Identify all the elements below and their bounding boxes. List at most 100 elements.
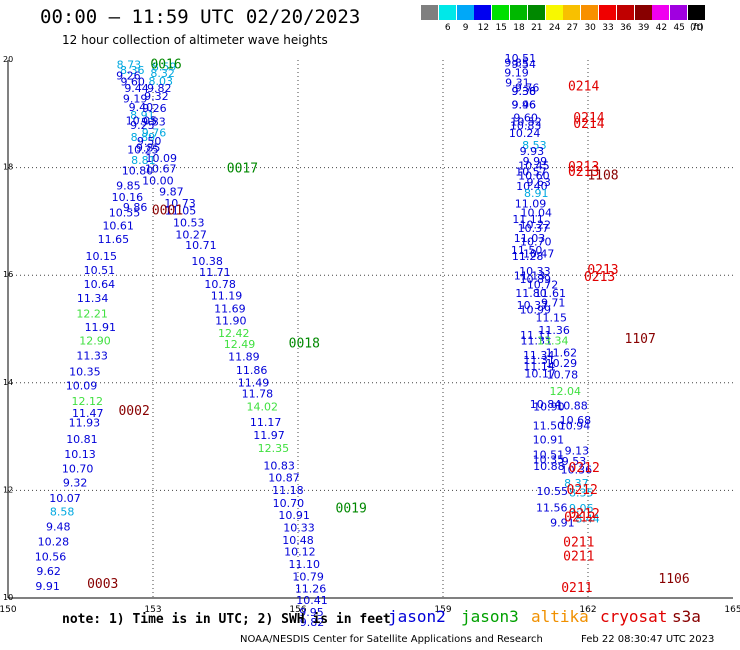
wave-height-label: 14.02	[246, 400, 278, 413]
wave-height-label: 9.82	[300, 616, 325, 629]
wave-height-label: 10.83	[263, 460, 295, 473]
y-tick-label: 16	[3, 270, 13, 279]
wave-height-label: 8.81	[131, 154, 156, 167]
wave-height-label: 8.32	[150, 67, 175, 80]
wave-height-label: 8.37	[564, 477, 589, 490]
wave-height-label: 11.89	[228, 350, 260, 363]
satellite-s3a: s3a	[672, 607, 701, 626]
legend-tick-label: 39	[637, 23, 650, 33]
wave-height-label: 11.91	[85, 321, 117, 334]
x-tick-label: 156	[289, 605, 306, 615]
legend-swatch	[545, 5, 563, 20]
legend-tick-label: 6	[444, 23, 451, 33]
wave-height-label: 10.88	[533, 460, 565, 473]
wave-height-label: 9.76	[515, 81, 540, 94]
wave-height-label: 10.41	[296, 594, 328, 607]
pass-time-label: 1108	[587, 169, 618, 184]
y-tick-label: 18	[3, 163, 13, 172]
legend-tick-label: 12	[477, 23, 490, 33]
pass-time-label: 0214	[568, 79, 599, 94]
wave-height-label: 11.62	[546, 347, 578, 360]
legend-swatch	[421, 5, 438, 20]
wave-height-label: 9.86	[123, 201, 148, 214]
wave-height-label: 9.19	[504, 66, 529, 79]
legend-swatch	[563, 5, 581, 20]
legend-swatch	[456, 5, 474, 20]
wave-height-label: 8.53	[522, 139, 547, 152]
y-tick-label: 10	[3, 593, 13, 602]
pass-time-label: 0214	[573, 117, 604, 132]
legend-swatch	[527, 5, 545, 20]
wave-height-label: 9.76	[142, 127, 167, 140]
pass-time-label: 1106	[658, 572, 689, 587]
wave-height-label: 11.18	[272, 484, 304, 497]
wave-height-label: 11.34	[77, 292, 109, 305]
wave-height-label: 10.55	[109, 206, 141, 219]
wave-height-label: 9.62	[36, 565, 61, 578]
wave-height-label: 11.86	[236, 364, 268, 377]
wave-height-label: 9.71	[541, 297, 566, 310]
wave-height-label: 10.81	[66, 433, 98, 446]
wave-height-label: 10.09	[145, 152, 177, 165]
wave-height-label: 11.11	[520, 329, 552, 342]
wave-height-label: 9.13	[565, 445, 590, 458]
pass-time-label: 0213	[584, 270, 615, 285]
wave-height-label: 10.33	[519, 265, 551, 278]
wave-height-label: 10.64	[84, 278, 116, 291]
wave-height-label: 10.51	[84, 264, 116, 277]
wave-height-label: 10.71	[185, 239, 217, 252]
wave-height-label: 11.09	[515, 198, 547, 211]
wave-height-label: 10.79	[292, 570, 324, 583]
x-tick-label: 159	[434, 605, 451, 615]
wave-height-label: 9.95	[299, 606, 324, 619]
wave-height-label: 8.59	[152, 60, 177, 73]
wave-height-label: 10.22	[520, 219, 552, 232]
wave-height-label: 10.83	[510, 120, 542, 133]
wave-height-label: 11.10	[289, 558, 321, 571]
wave-height-label: 9.99	[523, 155, 548, 168]
legend-tick-label: 15	[495, 23, 507, 33]
wave-height-label: 11.31	[521, 334, 553, 347]
wave-height-label: 12.42	[218, 327, 250, 340]
wave-height-label: 11.15	[536, 312, 568, 325]
legend-swatch	[652, 5, 670, 20]
wave-height-label: 9.82	[147, 82, 172, 95]
pass-time-label: 0213	[568, 160, 599, 175]
credit-line: NOAA/NESDIS Center for Satellite Applica…	[240, 634, 543, 645]
chart-subtitle: 12 hour collection of altimeter wave hei…	[62, 33, 328, 47]
wave-height-label: 12.12	[72, 395, 104, 408]
legend-tick-label: 27	[566, 23, 579, 33]
wave-height-label: 10.47	[523, 248, 555, 261]
wave-height-label: 9.53	[562, 455, 587, 468]
wave-height-label: 12.49	[224, 338, 256, 351]
wave-height-label: 10.55	[536, 485, 568, 498]
wave-height-label: 11.05	[165, 205, 197, 218]
wave-height-label: 10.45	[518, 159, 550, 172]
wave-height-label: 10.15	[86, 250, 118, 263]
wave-height-label: 10.00	[142, 175, 174, 188]
wave-height-label: 9.87	[159, 185, 184, 198]
wave-height-label: 9.91	[35, 580, 60, 593]
plot-axes: 150 153 156 159 162 165 10 12 14 16 18 20	[0, 55, 740, 615]
wave-height-label: 11.56	[536, 502, 568, 515]
wave-height-label: 10.51	[533, 448, 565, 461]
x-tick-label: 162	[579, 605, 596, 615]
wave-height-label: 11.28	[512, 250, 544, 263]
wave-height-label: 10.09	[66, 379, 98, 392]
legend-swatch	[634, 5, 652, 20]
wave-height-label: 10.38	[191, 255, 223, 268]
wave-height-label: 9.26	[116, 70, 141, 83]
pass-time-label: 0211	[563, 536, 594, 551]
legend-tick-label: 18	[513, 23, 525, 33]
wave-height-label: 11.97	[253, 429, 285, 442]
pass-time-label: 0019	[336, 502, 367, 517]
wave-height-label: 9.48	[46, 520, 71, 533]
wave-height-label: 11.11	[512, 213, 544, 226]
satellite-jason3: jason3	[461, 607, 519, 626]
wave-height-label: 10.52	[510, 115, 542, 128]
wave-height-label: 11.03	[514, 232, 546, 245]
wave-height-label: 10.70	[273, 497, 305, 510]
wave-height-label: 12.35	[258, 442, 290, 455]
wave-height-label: 8.73	[117, 58, 142, 71]
